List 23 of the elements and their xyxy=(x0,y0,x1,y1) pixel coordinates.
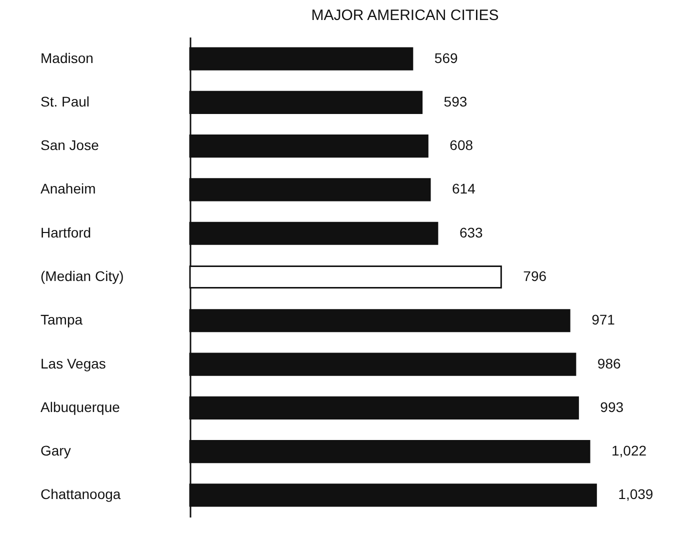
data-label: 971 xyxy=(592,312,616,328)
y-tick-label: Madison xyxy=(40,50,94,66)
data-label: 614 xyxy=(452,180,476,197)
y-tick-label: Albuquerque xyxy=(40,398,120,415)
data-label: 796 xyxy=(523,268,547,284)
data-label: 569 xyxy=(434,50,458,66)
chart-title: MAJOR AMERICAN CITIES xyxy=(311,7,499,24)
data-label: 993 xyxy=(600,398,624,415)
data-label: 633 xyxy=(459,224,484,240)
y-tick-label: (Median City) xyxy=(40,268,124,284)
y-tick-label: Anaheim xyxy=(40,180,96,197)
data-label: 608 xyxy=(450,137,474,154)
y-tick-label: Gary xyxy=(40,442,71,459)
data-label: 593 xyxy=(444,93,468,110)
y-tick-label: Tampa xyxy=(40,312,83,328)
data-label: 986 xyxy=(597,355,622,372)
y-tick-label: Chattanooga xyxy=(40,486,121,502)
y-tick-label: St. Paul xyxy=(40,93,90,110)
data-label: 1,022 xyxy=(612,442,647,459)
y-tick-label: Las Vegas xyxy=(40,355,106,372)
y-tick-label: Hartford xyxy=(40,224,92,240)
data-label: 1,039 xyxy=(618,486,654,502)
y-tick-label: San Jose xyxy=(40,137,100,154)
